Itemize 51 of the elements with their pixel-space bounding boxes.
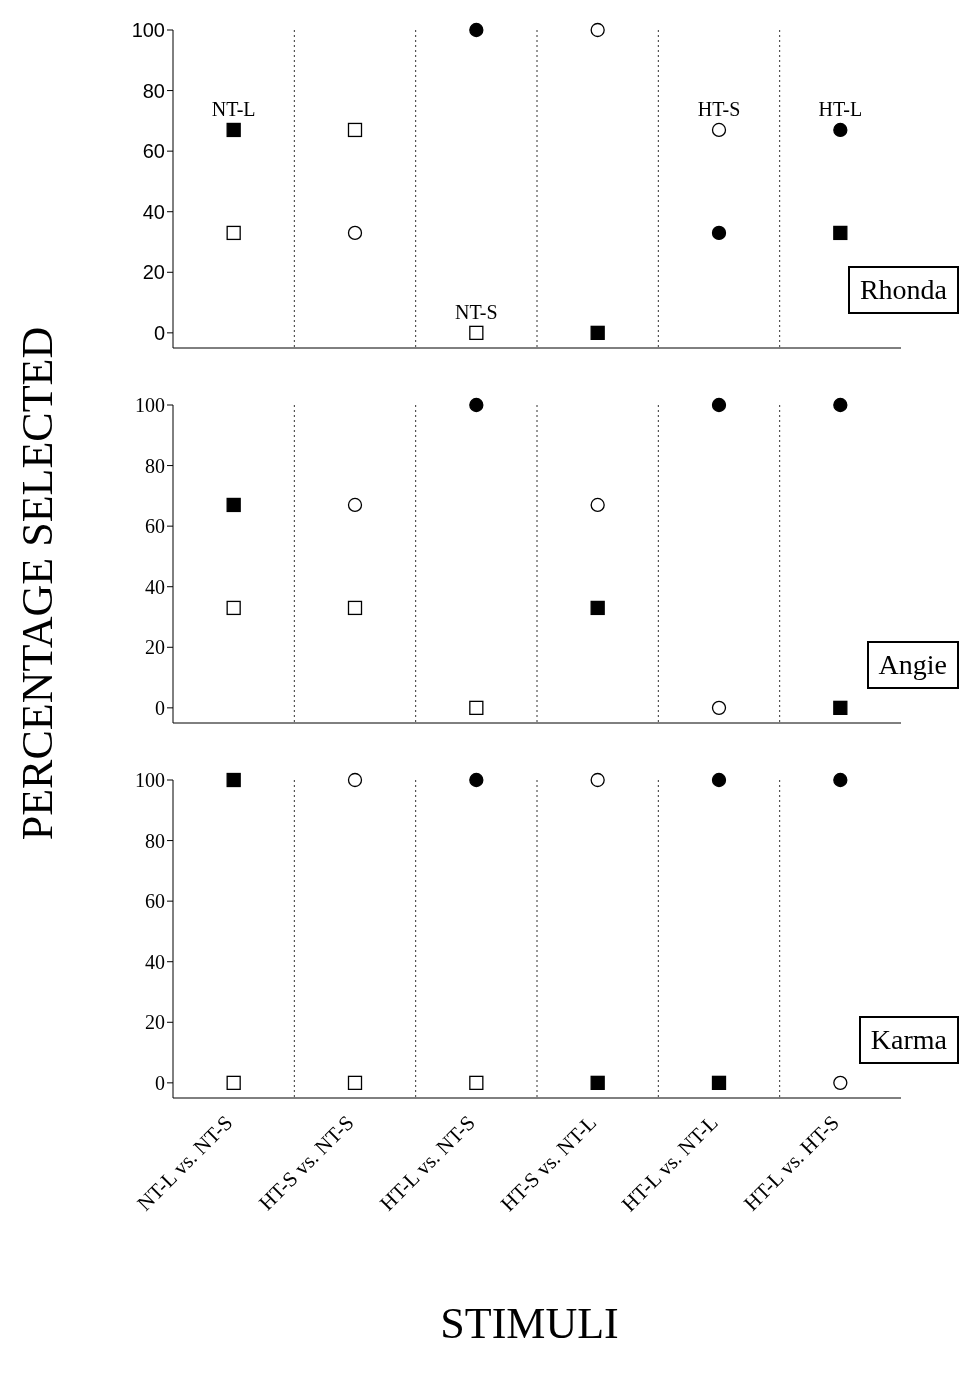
y-tick-label: 100 [135,394,165,417]
y-tick-label: 20 [142,261,165,284]
point [711,397,727,413]
y-tick-label: 80 [142,79,165,102]
point [590,325,605,341]
point [833,122,848,138]
point [469,22,484,38]
text: Angie [866,641,959,689]
y-tick-label: 40 [142,200,165,223]
y-tick-label: 0 [153,321,165,344]
point [347,600,363,616]
point [833,700,848,716]
point [469,700,484,716]
point [469,397,484,413]
x-axis-title: STIMULI [439,1298,620,1349]
point [226,497,241,513]
point [347,225,363,241]
point [711,122,727,138]
y-tick-label: 100 [135,769,165,792]
point [833,225,848,241]
point [226,122,241,138]
y-tick-label: 0 [155,696,165,719]
point [833,397,848,413]
y-tick-label: 40 [145,950,165,973]
y-tick-label: 20 [145,636,165,659]
y-tick-label: 60 [145,515,165,538]
annotation: NT-L [211,97,256,120]
y-tick-label: 80 [145,829,165,852]
point [590,600,605,616]
point [347,497,363,513]
text: Rhonda [847,266,959,314]
point [226,225,241,241]
point [347,122,363,138]
point [711,700,727,716]
point [590,22,605,38]
y-tick-label: 40 [145,575,165,598]
annotation: HT-S [697,97,741,120]
point [469,325,484,341]
annotation: HT-L [818,97,863,120]
y-tick-label: 80 [145,454,165,477]
point [590,497,605,513]
y-axis-title: PERCENTAGE SELECTED [12,326,64,840]
y-tick-label: 0 [155,1071,165,1094]
y-tick-label: 60 [142,140,165,163]
annotation: NT-S [455,300,498,323]
y-tick-label: 20 [145,1011,165,1034]
y-tick-label: 100 [131,19,165,42]
point [711,225,727,241]
y-tick-label: 60 [145,890,165,913]
point [226,600,241,616]
text: Karma [858,1016,959,1064]
